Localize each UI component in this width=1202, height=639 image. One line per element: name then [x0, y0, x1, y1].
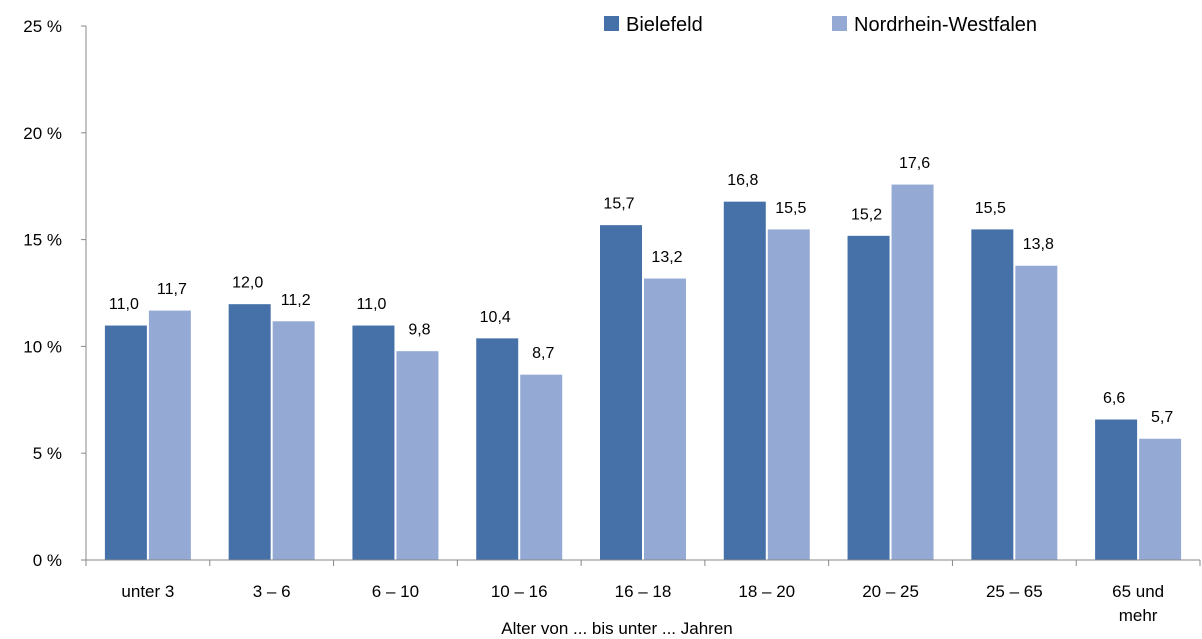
x-tick-label: 25 – 65 — [986, 582, 1043, 601]
data-label-nrw: 15,5 — [775, 200, 806, 217]
data-label-bielefeld: 15,7 — [603, 196, 634, 213]
data-label-bielefeld: 6,6 — [1103, 390, 1125, 407]
y-tick-label: 20 % — [23, 124, 62, 143]
bar-bielefeld — [599, 224, 643, 561]
data-label-nrw: 9,8 — [408, 322, 430, 339]
x-tick-label: 6 – 10 — [372, 582, 419, 601]
legend: Bielefeld Nordrhein-Westfalen — [604, 14, 1037, 36]
bar-nrw — [395, 350, 440, 561]
x-tick-label: unter 3 — [121, 582, 174, 601]
bar-nrw — [271, 320, 316, 561]
data-label-bielefeld: 16,8 — [727, 172, 758, 189]
x-axis-title: Alter von ... bis unter ... Jahren — [501, 619, 733, 638]
bar-nrw — [1138, 437, 1183, 561]
x-tick-label: 3 – 6 — [253, 582, 291, 601]
y-tick-label: 10 % — [23, 337, 62, 356]
bar-nrw — [519, 373, 564, 561]
bar-nrw — [766, 228, 811, 561]
bars — [103, 183, 1183, 561]
data-label-nrw: 8,7 — [532, 345, 554, 362]
bar-bielefeld — [722, 200, 767, 561]
bar-bielefeld — [970, 228, 1015, 561]
legend-label-nrw: Nordrhein-Westfalen — [854, 14, 1037, 36]
y-tick-label: 15 % — [23, 231, 62, 250]
x-tick-label: 18 – 20 — [738, 582, 795, 601]
data-label-bielefeld: 11,0 — [356, 296, 386, 313]
data-label-bielefeld: 15,5 — [975, 200, 1006, 217]
y-axis-ticks: 0 % 5 % 10 % 15 % 20 % 25 % — [23, 17, 86, 570]
x-axis-ticks: unter 3 3 – 6 6 – 10 10 – 16 16 – 18 18 – 20 2… — [85, 560, 1201, 625]
data-labels: 11,0 12,0 11,0 10,4 15,7 16,8 15,2 15,5 6,6 11,7 1… — [109, 155, 1173, 426]
x-tick-label: 20 – 25 — [862, 582, 919, 601]
data-label-nrw: 13,2 — [651, 249, 682, 266]
bar-bielefeld — [1094, 418, 1139, 561]
data-label-bielefeld: 10,4 — [480, 309, 511, 326]
y-tick-label: 25 % — [23, 17, 62, 36]
axes — [85, 26, 1200, 561]
bar-nrw — [890, 183, 935, 561]
data-label-nrw: 11,7 — [157, 281, 187, 298]
data-label-nrw: 13,8 — [1023, 236, 1054, 253]
x-tick-label: 16 – 18 — [615, 582, 672, 601]
data-label-nrw: 17,6 — [899, 155, 930, 172]
x-tick-label: 65 und mehr — [1112, 582, 1164, 625]
data-label-bielefeld: 12,0 — [232, 275, 263, 292]
y-tick-label: 5 % — [33, 444, 62, 463]
bar-bielefeld — [475, 337, 520, 561]
bar-bielefeld — [351, 324, 396, 561]
data-label-bielefeld: 15,2 — [851, 206, 882, 223]
legend-swatch-bielefeld — [604, 16, 619, 31]
legend-label-bielefeld: Bielefeld — [626, 14, 703, 36]
legend-swatch-nrw — [832, 16, 847, 31]
bar-nrw — [147, 309, 192, 561]
data-label-bielefeld: 11,0 — [109, 296, 139, 313]
bar-bielefeld — [103, 324, 148, 561]
data-label-nrw: 5,7 — [1151, 409, 1173, 426]
y-tick-label: 0 % — [33, 551, 62, 570]
bar-nrw — [643, 277, 687, 561]
bar-nrw — [1014, 264, 1059, 561]
bar-bielefeld — [846, 234, 891, 561]
x-tick-label: 10 – 16 — [491, 582, 548, 601]
bar-bielefeld — [227, 303, 272, 561]
data-label-nrw: 11,2 — [281, 292, 311, 309]
